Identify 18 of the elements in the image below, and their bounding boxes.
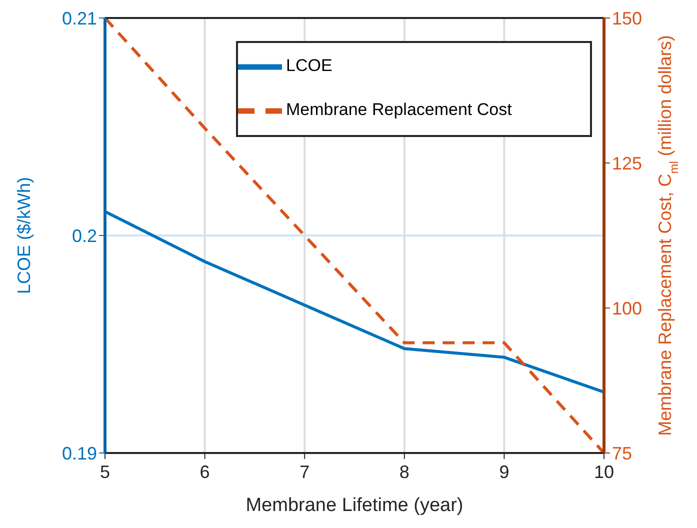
x-tick-label: 6 — [200, 462, 210, 482]
y-tick-label: 0.2 — [72, 226, 97, 246]
y2-tick-label: 100 — [612, 298, 642, 318]
x-axis-title: Membrane Lifetime (year) — [246, 495, 464, 516]
x-tick-label: 9 — [499, 462, 510, 482]
line-series — [105, 210, 604, 394]
x-tick-label: 5 — [100, 462, 110, 482]
y-tick-label: 0.21 — [62, 8, 97, 28]
y-tick-label: 0.19 — [62, 443, 97, 464]
x-tick-label: 10 — [594, 462, 614, 482]
y2-tick-label: 75 — [612, 443, 632, 464]
y2-tick-label: 125 — [612, 153, 642, 174]
legend-label: LCOE — [286, 56, 332, 76]
x-tick-label: 7 — [300, 462, 310, 482]
x-tick-label: 8 — [399, 462, 410, 482]
legend-label: Membrane Replacement Cost — [286, 100, 512, 120]
y-axis-title: LCOE ($/kWh) — [14, 176, 34, 294]
y2-tick-label: 150 — [612, 8, 642, 28]
